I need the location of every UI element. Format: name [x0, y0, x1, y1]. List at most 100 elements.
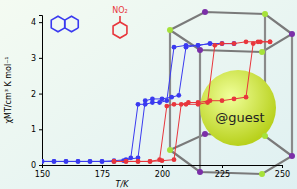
- y-tick: 1: [31, 125, 42, 134]
- data-point: [157, 100, 162, 105]
- data-point: [64, 159, 69, 164]
- data-point: [148, 159, 153, 164]
- y-tick-mark: [39, 58, 42, 59]
- x-tick-label: 225: [215, 170, 230, 179]
- data-point: [112, 158, 117, 163]
- y-tick-label: 0: [31, 161, 36, 170]
- cage-node: [262, 11, 268, 17]
- data-point: [196, 43, 201, 48]
- x-axis-line: [43, 166, 283, 169]
- y-tick: 3: [31, 54, 42, 63]
- x-tick-mark: [162, 165, 163, 168]
- data-point: [143, 102, 148, 107]
- y-tick-label: 3: [31, 54, 36, 63]
- data-point: [232, 41, 237, 46]
- y-tick-label: 4: [31, 18, 36, 27]
- data-point: [184, 43, 189, 48]
- y-tick: 0: [31, 161, 42, 170]
- data-point: [148, 159, 153, 164]
- data-point: [169, 95, 174, 100]
- plot-area: [42, 39, 272, 163]
- cage-node: [167, 147, 173, 153]
- data-point: [205, 100, 210, 105]
- data-point: [208, 41, 213, 46]
- data-point: [244, 95, 249, 100]
- nitrobenzene-icon: [113, 22, 127, 38]
- data-point: [232, 41, 237, 46]
- x-tick-label: 250: [275, 170, 290, 179]
- data-point: [88, 159, 93, 164]
- data-point: [232, 41, 237, 46]
- data-point: [112, 159, 117, 164]
- data-point: [136, 159, 141, 164]
- data-point: [212, 43, 217, 48]
- data-point: [157, 157, 162, 162]
- x-tick: 150: [35, 165, 50, 179]
- data-point: [268, 39, 273, 44]
- x-axis-title: T/K: [116, 180, 130, 189]
- data-point: [150, 100, 155, 105]
- y-axis: 0 1 2 3 4: [31, 16, 43, 171]
- data-point: [220, 41, 225, 46]
- data-point: [112, 159, 117, 164]
- data-point: [164, 98, 169, 103]
- data-point: [220, 98, 225, 103]
- data-point: [100, 159, 105, 164]
- data-point: [128, 155, 133, 160]
- cage-node: [202, 9, 208, 15]
- data-point: [42, 159, 44, 164]
- cage-node: [197, 169, 203, 175]
- data-point: [124, 159, 129, 164]
- data-point: [76, 159, 81, 164]
- data-point: [208, 41, 213, 46]
- data-point: [256, 39, 261, 44]
- cage-pillar: [291, 34, 293, 156]
- cage-pillar: [169, 30, 171, 150]
- guest-icons: [51, 16, 127, 38]
- x-tick: 200: [155, 165, 170, 179]
- background: [0, 0, 297, 189]
- x-axis: 150 175 200 225 250: [35, 165, 290, 179]
- data-point: [52, 159, 57, 164]
- data-point: [112, 159, 117, 164]
- guest-label: @guest: [215, 110, 264, 125]
- series-line: [114, 42, 270, 162]
- cage-node: [259, 49, 265, 55]
- y-axis-line: [39, 16, 43, 166]
- cage-node: [197, 47, 203, 53]
- x-tick-mark: [222, 165, 223, 168]
- y-tick-mark: [39, 94, 42, 95]
- data-point: [220, 41, 225, 46]
- cage-node: [262, 133, 268, 139]
- cage-node: [202, 131, 208, 137]
- y-axis-title: χMT/cm³ K mol⁻¹: [4, 56, 13, 123]
- naphthalene-icon: [51, 16, 65, 32]
- data-point: [244, 39, 249, 44]
- data-point: [172, 157, 177, 162]
- data-point: [136, 159, 141, 164]
- data-point: [232, 97, 237, 102]
- x-tick: 175: [95, 165, 110, 179]
- cage-ring: [170, 12, 292, 52]
- x-tick-label: 150: [35, 170, 50, 179]
- data-point: [220, 41, 225, 46]
- x-tick-mark: [102, 165, 103, 168]
- data-point: [184, 102, 189, 107]
- data-point: [172, 45, 177, 50]
- guest-sphere: [200, 70, 276, 146]
- data-point: [268, 39, 273, 44]
- x-tick: 250: [275, 165, 290, 179]
- figure: @guest 150 175 200 225 250 0 1 2 3 4 T/K χMT/cm³ K m…: [0, 0, 297, 189]
- cage-node: [167, 27, 173, 33]
- y-tick-label: 1: [31, 125, 36, 134]
- data-point: [100, 159, 105, 164]
- data-point: [76, 159, 81, 164]
- x-tick: 225: [215, 165, 230, 179]
- x-tick-mark: [282, 165, 283, 168]
- data-point: [88, 159, 93, 164]
- series-line: [114, 42, 270, 162]
- y-tick: 4: [31, 18, 42, 27]
- data-point: [136, 102, 141, 107]
- x-tick-label: 175: [95, 170, 110, 179]
- y-tick: 2: [31, 90, 42, 99]
